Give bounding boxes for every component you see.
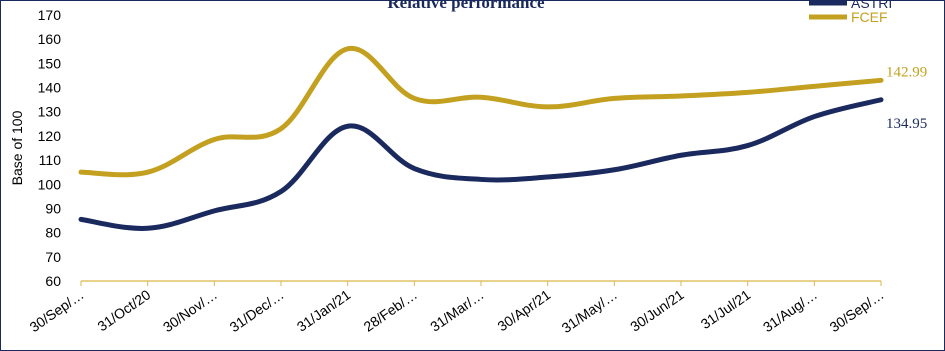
series-line-fcef (78, 46, 884, 178)
y-tick-label: 140 (38, 80, 62, 96)
y-tick-label: 100 (38, 176, 62, 192)
x-tick-label: 31/May/… (559, 286, 620, 336)
y-tick-label: 130 (38, 104, 62, 120)
y-tick-label: 110 (39, 152, 62, 168)
x-tick-label: 28/Feb/… (361, 286, 421, 334)
legend-label-fcef: FCEF (851, 9, 888, 25)
chart-title: Relative performance (387, 1, 545, 12)
x-tick-label: 30/Sep/… (27, 286, 87, 335)
end-value-label-fcef: 142.99 (886, 64, 927, 80)
legend-label-astri: ASTRI (851, 1, 892, 11)
y-axis-title: Base of 100 (9, 110, 25, 185)
x-tick-label: 31/Oct/20 (94, 286, 153, 334)
x-tick-label: 31/Jul/21 (698, 286, 754, 332)
y-tick-label: 90 (45, 200, 61, 216)
x-tick-label: 30/Sep/… (827, 286, 887, 335)
x-tick-label: 31/Aug/… (760, 286, 820, 335)
x-axis: 30/Sep/… 31/Oct/20 30/Nov/… 31/Dec/… 31/Jan/… (27, 280, 887, 336)
y-tick-label: 160 (38, 31, 62, 47)
y-tick-label: 170 (38, 7, 62, 23)
x-tick-label: 30/Nov/… (160, 286, 220, 335)
series-layer: 134.95 142.99 (78, 46, 927, 231)
x-tick-label: 31/Dec/… (227, 286, 287, 335)
y-tick-label: 80 (45, 225, 61, 241)
x-tick-label: 31/Mar/… (427, 286, 487, 334)
y-tick-label: 150 (38, 55, 62, 71)
y-tick-label: 60 (45, 273, 61, 289)
y-tick-label: 120 (38, 128, 62, 144)
series-line-astri (78, 97, 884, 231)
y-tick-label: 70 (45, 249, 61, 265)
x-tick-label: 30/Apr/21 (494, 286, 553, 334)
x-tick-label: 30/Jun/21 (627, 286, 687, 335)
y-axis: 60 70 80 90 100 110 120 130 140 150 160 170 (38, 7, 62, 289)
end-value-label-astri: 134.95 (886, 116, 927, 132)
x-tick-label: 31/Jan/21 (294, 286, 354, 335)
